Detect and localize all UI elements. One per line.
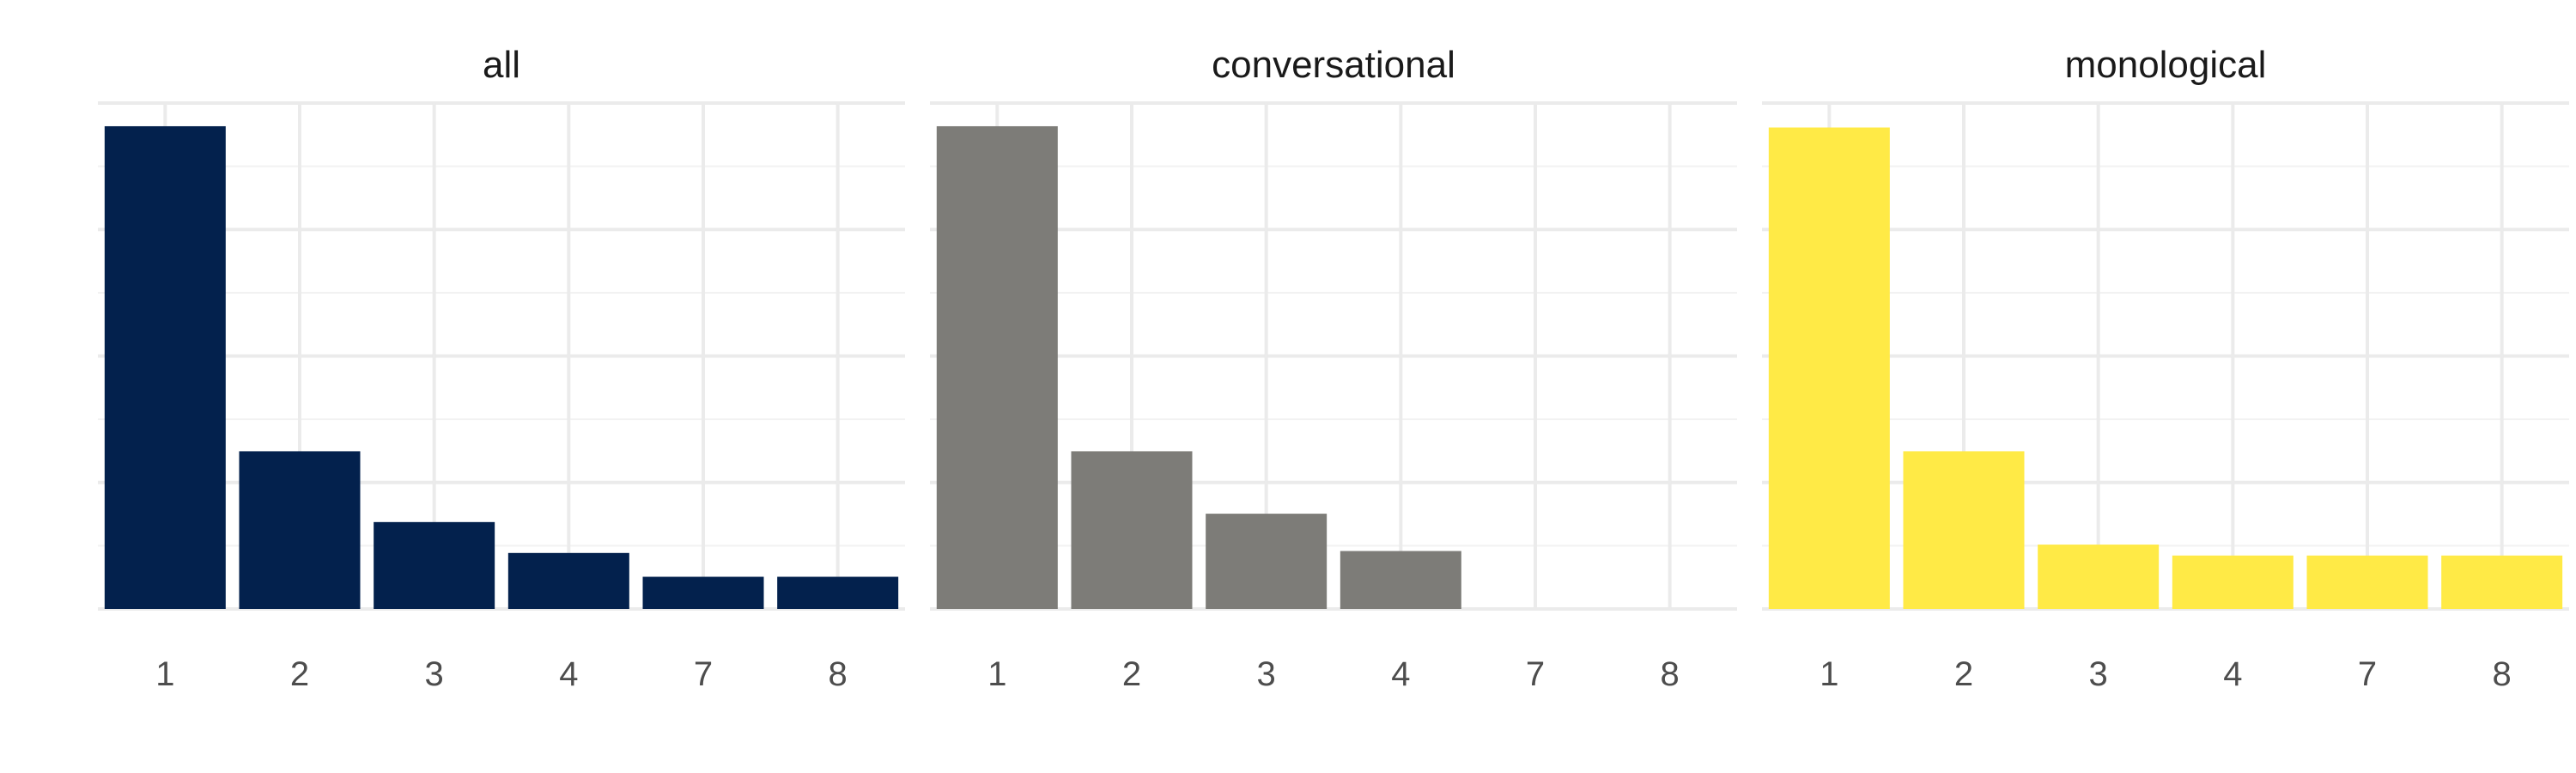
bar-1 xyxy=(1768,127,1890,609)
bar-8 xyxy=(777,576,899,609)
x-tick-label: 1 xyxy=(155,655,174,693)
x-tick-label: 2 xyxy=(1954,655,1973,693)
bar-3 xyxy=(2038,545,2160,609)
grid-lines xyxy=(98,101,905,611)
x-tick-label: 4 xyxy=(2223,655,2242,693)
panel-conversational: 1 2 3 4 7 8 conversational xyxy=(930,44,1737,693)
chart-panels: 1 2 3 4 7 8 all 1 2 3 4 7 8 conversational 1 2 3 4 7 8 monol… xyxy=(98,44,2569,693)
bar-3 xyxy=(1206,514,1327,609)
bars xyxy=(936,125,1461,609)
bar-3 xyxy=(374,521,495,609)
x-tick-label: 2 xyxy=(290,655,309,693)
bar-7 xyxy=(2306,555,2428,609)
x-tick-label: 3 xyxy=(2089,655,2108,693)
bars xyxy=(1768,127,2563,609)
bar-7 xyxy=(642,576,764,609)
bar-2 xyxy=(239,451,361,609)
x-tick-label: 8 xyxy=(829,655,848,693)
x-tick-label: 3 xyxy=(425,655,444,693)
x-tick-label: 7 xyxy=(1526,655,1545,693)
panel-title: all xyxy=(483,44,520,86)
x-tick-label: 7 xyxy=(694,655,713,693)
x-tick-label: 2 xyxy=(1122,655,1141,693)
panel-monological: 1 2 3 4 7 8 monological xyxy=(1762,44,2569,693)
bars xyxy=(104,125,899,609)
bar-8 xyxy=(2441,555,2563,609)
panel-title: monological xyxy=(2065,44,2267,86)
bar-1 xyxy=(936,125,1058,609)
x-tick-label: 8 xyxy=(1661,655,1680,693)
panel-all: 1 2 3 4 7 8 all xyxy=(98,44,905,693)
bar-1 xyxy=(104,125,226,609)
bar-4 xyxy=(2172,555,2293,609)
x-tick-label: 8 xyxy=(2493,655,2512,693)
bar-4 xyxy=(1340,551,1461,609)
x-tick-label: 4 xyxy=(1391,655,1410,693)
bar-2 xyxy=(1903,451,2025,609)
x-tick-label: 7 xyxy=(2358,655,2377,693)
x-tick-label: 4 xyxy=(559,655,578,693)
bar-4 xyxy=(507,552,629,609)
x-tick-label: 3 xyxy=(1257,655,1276,693)
x-tick-label: 1 xyxy=(987,655,1006,693)
panel-title: conversational xyxy=(1212,44,1455,86)
bar-2 xyxy=(1071,451,1193,609)
x-tick-label: 1 xyxy=(1820,655,1838,693)
